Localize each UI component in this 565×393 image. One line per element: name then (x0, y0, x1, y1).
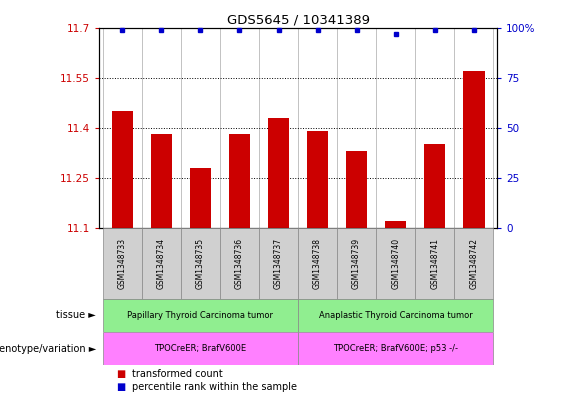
Bar (298, 228, 337, 299)
Title: GDS5645 / 10341389: GDS5645 / 10341389 (227, 13, 370, 26)
Text: genotype/variation ►: genotype/variation ► (0, 344, 96, 354)
Text: GSM1348735: GSM1348735 (196, 238, 205, 289)
Text: GSM1348741: GSM1348741 (430, 238, 439, 289)
Text: Anaplastic Thyroid Carcinoma tumor: Anaplastic Thyroid Carcinoma tumor (319, 311, 472, 320)
Bar (415, 228, 454, 299)
Text: GSM1348739: GSM1348739 (352, 238, 361, 289)
Text: GSM1348742: GSM1348742 (470, 238, 478, 289)
Text: Papillary Thyroid Carcinoma tumor: Papillary Thyroid Carcinoma tumor (128, 311, 273, 320)
Text: ■: ■ (116, 382, 125, 392)
Text: GSM1348736: GSM1348736 (235, 238, 244, 289)
Bar (454, 228, 493, 299)
Bar (346, 151, 367, 228)
Text: GSM1348738: GSM1348738 (313, 238, 322, 289)
Bar (376, 228, 415, 299)
Bar (385, 221, 406, 228)
Bar (220, 228, 259, 299)
Bar (229, 134, 250, 228)
Bar (424, 144, 445, 228)
Bar (151, 134, 172, 228)
Text: TPOCreER; BrafV600E; p53 -/-: TPOCreER; BrafV600E; p53 -/- (333, 344, 458, 353)
Bar (463, 71, 485, 228)
Bar (111, 111, 133, 228)
Bar (103, 299, 298, 332)
Bar (142, 228, 181, 299)
Bar (259, 228, 298, 299)
Text: GSM1348740: GSM1348740 (391, 238, 400, 289)
Text: ■: ■ (116, 369, 125, 379)
Bar (307, 131, 328, 228)
Text: GSM1348737: GSM1348737 (274, 238, 283, 289)
Text: tissue ►: tissue ► (56, 310, 96, 320)
Text: TPOCreER; BrafV600E: TPOCreER; BrafV600E (154, 344, 246, 353)
Bar (337, 228, 376, 299)
Text: transformed count: transformed count (132, 369, 223, 379)
Bar (298, 332, 493, 365)
Bar (298, 299, 493, 332)
Text: GSM1348734: GSM1348734 (157, 238, 166, 289)
Bar (103, 332, 298, 365)
Bar (103, 228, 142, 299)
Text: GSM1348733: GSM1348733 (118, 238, 127, 289)
Bar (268, 118, 289, 228)
Bar (190, 168, 211, 228)
Bar (181, 228, 220, 299)
Text: percentile rank within the sample: percentile rank within the sample (132, 382, 297, 392)
